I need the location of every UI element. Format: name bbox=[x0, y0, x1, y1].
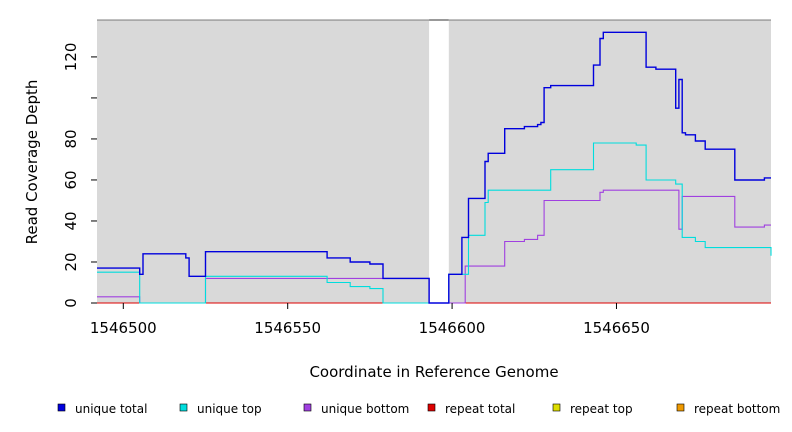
legend-label-unique-top: unique top bbox=[197, 402, 262, 416]
legend-swatch-repeat-bottom bbox=[676, 403, 685, 412]
x-tick-label: 1546550 bbox=[254, 319, 321, 337]
plot-background bbox=[97, 20, 771, 303]
legend-label-unique-bottom: unique bottom bbox=[321, 402, 409, 416]
y-tick-label: 0 bbox=[62, 298, 80, 308]
y-tick-label: 60 bbox=[62, 170, 80, 189]
x-tick-label: 1546650 bbox=[583, 319, 650, 337]
y-tick-label: 120 bbox=[62, 43, 80, 72]
legend-label-repeat-top: repeat top bbox=[570, 402, 633, 416]
legend-label-unique-total: unique total bbox=[75, 402, 147, 416]
series-unique-total-line bbox=[97, 31, 771, 304]
legend-label-repeat-total: repeat total bbox=[445, 402, 515, 416]
y-tick-label: 40 bbox=[62, 211, 80, 230]
y-tick-label: 80 bbox=[62, 129, 80, 148]
legend-label-repeat-bottom: repeat bottom bbox=[694, 402, 780, 416]
y-axis-title: Read Coverage Depth bbox=[23, 80, 41, 245]
x-axis-title: Coordinate in Reference Genome bbox=[309, 363, 558, 381]
x-tick-label: 1546500 bbox=[90, 319, 157, 337]
legend-swatch-unique-total bbox=[57, 403, 66, 412]
legend-swatch-repeat-top bbox=[552, 403, 561, 412]
series-unique-top-line bbox=[97, 142, 772, 304]
y-tick-label: 20 bbox=[62, 252, 80, 271]
legend-swatch-repeat-total bbox=[427, 403, 436, 412]
series-layer bbox=[97, 31, 772, 304]
axes: 1546500 1546550 1546600 1546650 0 20 40 60 80 120 bbox=[62, 19, 771, 337]
x-tick-label: 1546600 bbox=[419, 319, 486, 337]
legend-swatch-unique-top bbox=[179, 403, 188, 412]
legend: unique total unique top unique bottom repea… bbox=[57, 402, 780, 416]
gap-region bbox=[429, 20, 449, 303]
legend-swatch-unique-bottom bbox=[303, 403, 312, 412]
